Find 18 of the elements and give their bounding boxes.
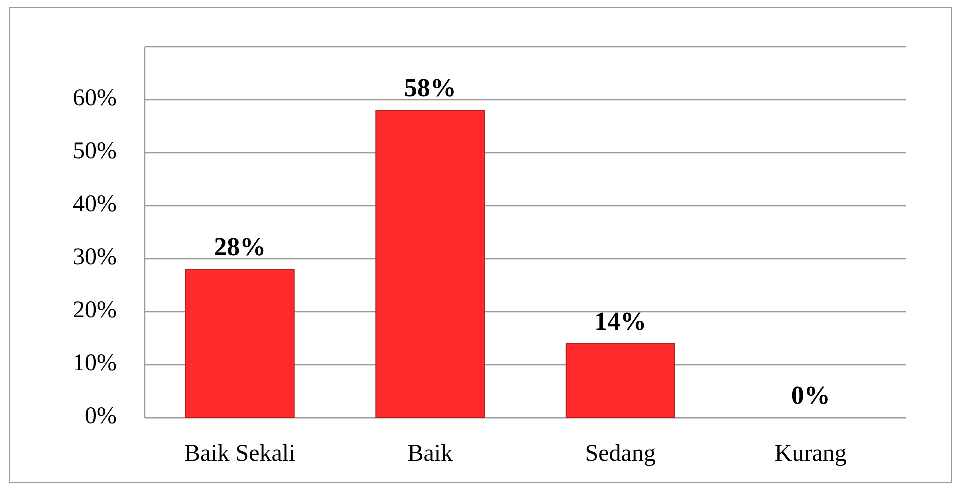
x-tick-label: Baik: [408, 441, 454, 467]
y-tick-label: 20%: [73, 298, 117, 324]
y-tick-label: 50%: [73, 138, 117, 165]
x-tick-label: Sedang: [585, 441, 656, 467]
data-label: 0%: [791, 381, 830, 410]
data-label: 14%: [594, 306, 647, 336]
x-tick-label: Kurang: [774, 441, 847, 467]
data-label: 28%: [214, 232, 266, 262]
y-tick-label: 10%: [73, 350, 117, 377]
bar: [185, 269, 295, 418]
x-tick-label: Baik Sekali: [184, 441, 296, 467]
y-tick-label: 60%: [73, 86, 117, 112]
y-tick-label: 40%: [73, 192, 117, 218]
data-label: 58%: [404, 74, 456, 103]
bar: [566, 343, 676, 418]
y-tick-label: 0%: [85, 404, 117, 430]
y-tick-label: 30%: [73, 244, 117, 271]
bar: [376, 110, 486, 418]
